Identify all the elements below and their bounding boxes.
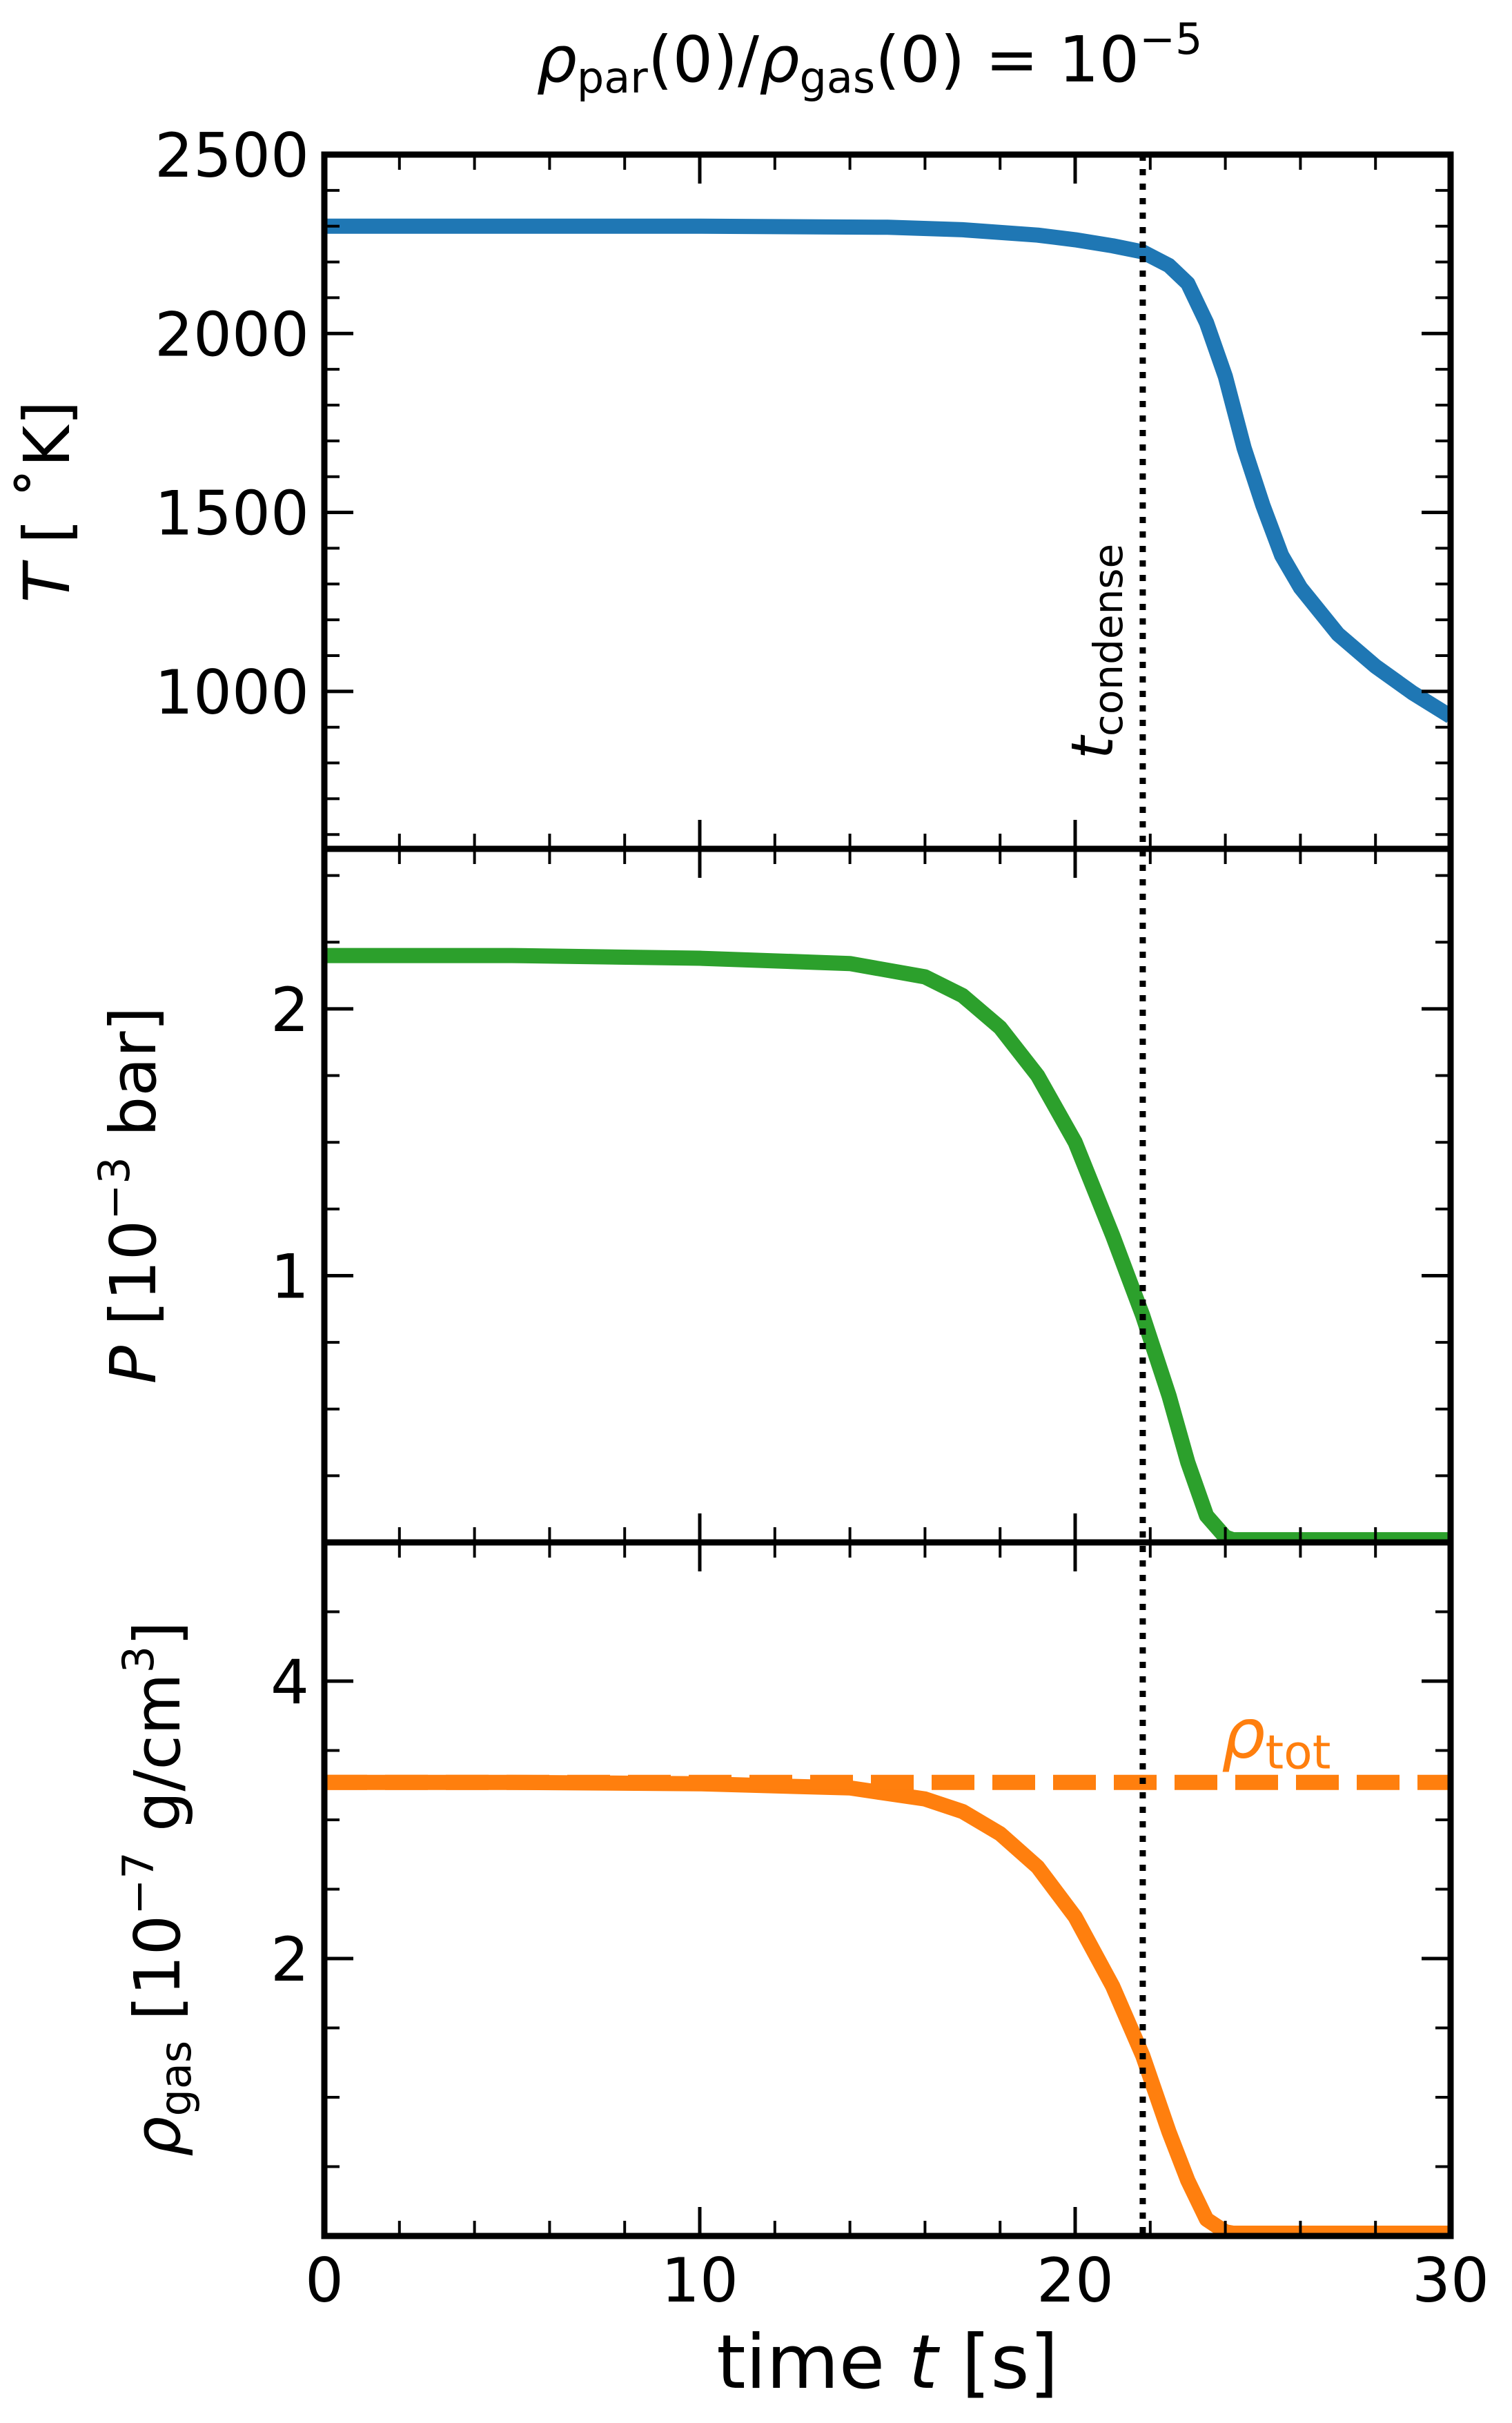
ylabel-rho: ρ [121, 2117, 195, 2157]
ylabel-rho-sub: gas [150, 2041, 201, 2117]
ylabel-rho-unit-b: g/cm [121, 1673, 195, 1852]
rho-tot-main: ρ [1221, 1693, 1265, 1774]
ylabel-rho-exp2: 3 [113, 1646, 164, 1673]
ylabel-P-unit-a: [10 [97, 1220, 170, 1346]
condense-label-sub: condense [1085, 544, 1132, 736]
x-tick-label: 10 [661, 2245, 738, 2316]
rho-tot-annotation: ρtot [1221, 1693, 1331, 1780]
xlabel-t: t [909, 2319, 941, 2406]
y-axis-label-temperature: T [ ˚K] [10, 401, 84, 603]
ylabel-P-exp: −3 [89, 1157, 139, 1219]
title-rhs: (0) = 10 [875, 23, 1139, 97]
ylabel-P: P [97, 1345, 170, 1384]
temperature-y-tick-label: 2000 [155, 299, 309, 370]
title-rho-2: ρ [759, 23, 799, 97]
pressure-y-tick-label: 2 [271, 974, 309, 1046]
density-series-line [324, 1774, 1451, 2236]
temperature-y-tick-label: 1000 [155, 657, 309, 728]
y-axis-label-pressure: P [10−3 bar] [89, 1007, 170, 1384]
ylabel-rho-unit-c: ] [121, 1621, 195, 1646]
axes-layer: 1000 1500 2000 2500 1 2 2 4 0 10 20 30 [155, 120, 1489, 2316]
title-mid: (0)/ [648, 23, 759, 97]
temperature-axes-frame [321, 151, 1454, 852]
ylabel-T: T [10, 559, 84, 602]
x-tick-label: 30 [1412, 2245, 1489, 2316]
title-sub-par: par [577, 52, 648, 103]
xlabel-a: time [716, 2319, 908, 2406]
xlabel-b: [s] [938, 2319, 1059, 2406]
title-rho-1: ρ [536, 23, 576, 97]
temperature-panel [324, 218, 1451, 723]
ylabel-rho-exp: −7 [113, 1852, 164, 1914]
y-axis-label-density: ρgas [10−7 g/cm3] [113, 1621, 201, 2157]
condense-label: tcondense [1059, 544, 1132, 759]
temperature-y-tick-label: 2500 [155, 120, 309, 191]
temperature-series-line [324, 218, 1451, 723]
title-sub-gas: gas [799, 52, 875, 103]
ylabel-T-unit: [ ˚K] [10, 401, 84, 565]
pressure-y-tick-label: 1 [271, 1241, 309, 1312]
density-axes-frame [321, 1539, 1454, 2239]
pressure-panel [324, 948, 1451, 1542]
density-y-tick-label: 2 [271, 1924, 309, 1995]
pressure-series-line [324, 948, 1451, 1542]
title-exponent: −5 [1139, 14, 1202, 64]
density-y-tick-label: 4 [271, 1647, 309, 1718]
density-panel [324, 1774, 1451, 2236]
temperature-y-tick-label: 1500 [155, 478, 309, 549]
ylabel-rho-unit-a: [10 [121, 1915, 195, 2041]
x-tick-label: 20 [1037, 2245, 1114, 2316]
x-axis-label: time t [s] [716, 2319, 1059, 2406]
figure-title: ρpar(0)/ρgas(0) = 10−5 [536, 14, 1202, 103]
ylabel-P-unit-b: bar] [97, 1007, 170, 1157]
x-tick-label: 0 [305, 2245, 344, 2316]
condense-label-t: t [1059, 734, 1126, 759]
rho-tot-sub: tot [1265, 1725, 1331, 1780]
